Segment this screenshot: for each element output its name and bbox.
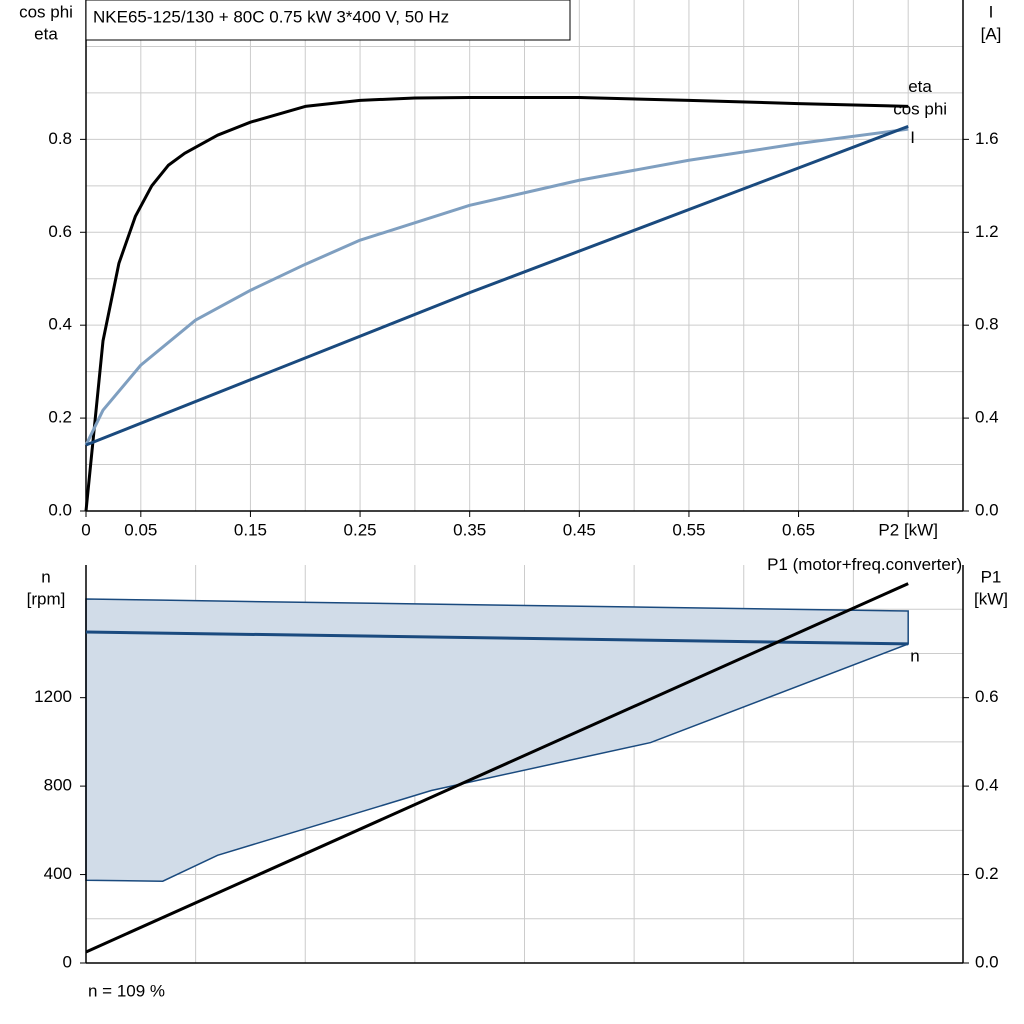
note: n = 109 %	[88, 981, 165, 1000]
y2-tick-label: 0.4	[975, 408, 999, 427]
y2-tick-label: 0.8	[975, 315, 999, 334]
x-tick-label: 0.35	[453, 520, 486, 539]
series-line	[85, 124, 909, 447]
series-label: P1 (motor+freq.converter)	[767, 555, 962, 574]
y-tick-label: 0.2	[48, 408, 72, 427]
y-axis-title: n	[41, 567, 50, 586]
series-line	[84, 96, 909, 512]
x-tick-label: 0.55	[672, 520, 705, 539]
x-tick-label: 0.15	[234, 520, 267, 539]
series-label: eta	[908, 77, 932, 96]
y-axis-title: [rpm]	[27, 589, 66, 608]
series-label: cos phi	[893, 100, 947, 119]
series-label: I	[910, 128, 915, 147]
x-tick-label: 0.65	[782, 520, 815, 539]
x-tick-label: 0.25	[344, 520, 377, 539]
y-tick-label: 400	[44, 864, 72, 883]
y2-axis-title: [A]	[981, 24, 1002, 43]
series-line	[85, 630, 909, 646]
chart-title: NKE65-125/130 + 80C 0.75 kW 3*400 V, 50 …	[93, 7, 449, 26]
series-label: n	[910, 646, 919, 665]
y-tick-label: 1200	[34, 687, 72, 706]
y2-axis-title: I	[989, 2, 994, 21]
y2-tick-label: 0.6	[975, 687, 999, 706]
y-tick-label: 0.0	[48, 500, 72, 519]
x-tick-label: 0.05	[124, 520, 157, 539]
y-axis-title: eta	[34, 24, 58, 43]
y2-tick-label: 1.6	[975, 129, 999, 148]
series-line	[85, 582, 909, 954]
y2-axis-title: P1	[981, 567, 1002, 586]
y-tick-label: 800	[44, 776, 72, 795]
y2-tick-label: 0.2	[975, 864, 999, 883]
y-tick-label: 0.8	[48, 129, 72, 148]
y2-tick-label: 0.4	[975, 776, 999, 795]
y2-tick-label: 0.0	[975, 952, 999, 971]
y-tick-label: 0	[63, 952, 72, 971]
x-tick-label: 0	[81, 520, 90, 539]
y-tick-label: 0.6	[48, 222, 72, 241]
y-tick-label: 0.4	[48, 315, 72, 334]
y2-tick-label: 0.0	[975, 500, 999, 519]
x-tick-label: P2 [kW]	[878, 520, 938, 539]
y-axis-title: cos phi	[19, 2, 73, 21]
series-line	[84, 127, 909, 446]
title-box	[85, 0, 571, 41]
x-tick-label: 0.45	[563, 520, 596, 539]
y2-axis-title: [kW]	[974, 589, 1008, 608]
y2-tick-label: 1.2	[975, 222, 999, 241]
